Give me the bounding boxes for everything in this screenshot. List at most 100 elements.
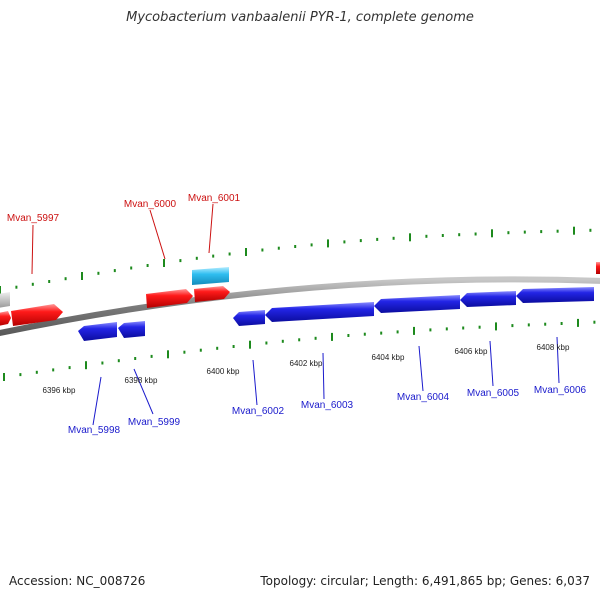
minor-tick [589, 228, 592, 232]
minor-tick [511, 324, 514, 328]
scale-label-6398: 6398 kbp [125, 376, 158, 385]
minor-tick [64, 277, 67, 281]
minor-tick [314, 336, 317, 340]
gene-mvan-6005-arrow[interactable] [460, 291, 516, 307]
gene-other-arrow[interactable] [0, 292, 10, 308]
scale-label-6400: 6400 kbp [207, 367, 240, 376]
leader-mvan-5998 [92, 376, 102, 426]
minor-tick [343, 240, 346, 244]
gene-rna-arrow[interactable] [192, 267, 229, 285]
minor-tick [458, 233, 461, 237]
scale-label-6406: 6406 kbp [455, 347, 488, 356]
minor-tick [294, 245, 297, 248]
forward-genes [0, 262, 600, 326]
scale-label-6402: 6402 kbp [290, 359, 323, 368]
gene-forward-edge-arrow[interactable] [596, 262, 600, 274]
minor-tick [363, 332, 366, 336]
leader-mvan-5997 [31, 224, 34, 275]
minor-tick [15, 285, 18, 289]
major-tick [577, 318, 579, 327]
minor-tick [298, 338, 301, 342]
leader-mvan-6005 [489, 340, 494, 387]
leader-mvan-6001 [208, 203, 214, 254]
genome-backbone [0, 276, 600, 337]
minor-tick [527, 323, 530, 327]
minor-tick [35, 370, 38, 374]
gene-mvan-6004-arrow[interactable] [374, 295, 460, 313]
major-tick [409, 233, 411, 242]
gene-label-mvan-6001[interactable]: Mvan_6001 [188, 193, 241, 204]
gene-label-mvan-5999[interactable]: Mvan_5999 [128, 417, 181, 428]
gene-mvan-6002-arrow[interactable] [233, 310, 265, 326]
minor-tick [425, 234, 428, 238]
minor-tick [441, 234, 444, 237]
minor-tick [134, 357, 137, 360]
minor-tick [376, 237, 379, 241]
gene-label-mvan-6000[interactable]: Mvan_6000 [124, 199, 177, 210]
minor-tick [261, 248, 264, 252]
minor-tick [199, 348, 202, 352]
scale-label-6404: 6404 kbp [372, 353, 405, 362]
gene-mvan-6006-arrow[interactable] [516, 287, 594, 303]
minor-tick [117, 359, 120, 363]
minor-tick [310, 243, 313, 247]
scale-label-6396: 6396 kbp [43, 386, 76, 395]
gene-label-mvan-6006[interactable]: Mvan_6006 [534, 385, 587, 396]
major-tick [3, 373, 5, 381]
minor-tick [478, 325, 481, 329]
gene-mvan-6003-arrow[interactable] [265, 302, 374, 322]
reverse-tick-row [3, 318, 596, 381]
minor-tick [179, 259, 182, 263]
minor-tick [593, 320, 596, 324]
gene-mvan-5998-arrow[interactable] [78, 322, 117, 341]
leader-mvan-6006 [556, 336, 560, 384]
minor-tick [101, 361, 104, 365]
minor-tick [281, 339, 284, 343]
gene-label-mvan-6002[interactable]: Mvan_6002 [232, 406, 285, 417]
major-tick [245, 248, 247, 256]
minor-tick [232, 345, 235, 348]
minor-tick [380, 331, 383, 335]
genome-stats-text: Topology: circular; Length: 6,491,865 bp… [260, 574, 590, 588]
reverse-genes [78, 287, 594, 341]
minor-tick [474, 232, 477, 236]
minor-tick [347, 334, 350, 337]
minor-tick [544, 322, 547, 326]
minor-tick [183, 350, 186, 354]
minor-tick [146, 264, 149, 267]
minor-tick [277, 246, 280, 250]
major-tick [0, 286, 1, 294]
gene-label-mvan-6003[interactable]: Mvan_6003 [301, 400, 354, 411]
leader-mvan-6004 [418, 345, 424, 392]
minor-tick [195, 256, 198, 260]
major-tick [327, 239, 329, 248]
major-tick [249, 340, 251, 349]
gene-mvan-5999-arrow[interactable] [118, 321, 145, 338]
gene-mvan-6001-arrow[interactable] [194, 286, 230, 302]
minor-tick [445, 327, 448, 331]
gene-label-mvan-6005[interactable]: Mvan_6005 [467, 388, 520, 399]
gene-label-mvan-6004[interactable]: Mvan_6004 [397, 392, 450, 403]
leader-mvan-6003 [322, 352, 325, 400]
gene-mvan-6000-arrow[interactable] [146, 289, 193, 308]
gene-forward-arrow[interactable] [0, 311, 11, 326]
gene-label-mvan-5998[interactable]: Mvan_5998 [68, 425, 121, 436]
map-title: Mycobacterium vanbaalenii PYR-1, complet… [126, 10, 474, 25]
minor-tick [396, 330, 399, 334]
minor-tick [392, 236, 395, 240]
major-tick [163, 259, 165, 267]
gene-mvan-5997-arrow[interactable] [11, 304, 63, 326]
major-tick [331, 332, 333, 341]
minor-tick [523, 230, 526, 234]
gene-label-mvan-5997[interactable]: Mvan_5997 [7, 213, 60, 224]
accession-text: Accession: NC_008726 [9, 574, 146, 588]
minor-tick [540, 230, 543, 234]
minor-tick [48, 280, 51, 283]
minor-tick [113, 269, 116, 273]
minor-tick [265, 341, 268, 345]
minor-tick [68, 366, 71, 370]
minor-tick [556, 229, 559, 233]
minor-tick [216, 346, 219, 350]
